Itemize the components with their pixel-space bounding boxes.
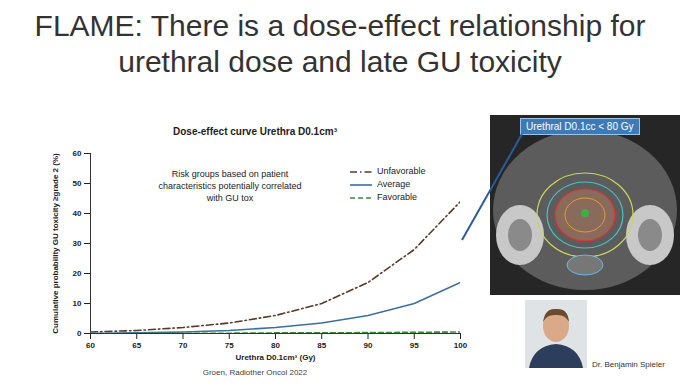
html-text:Urethral D0.1cc < 80 Gy: Urethral D0.1cc < 80 Gy (526, 121, 634, 132)
svg-text:100: 100 (454, 341, 468, 350)
html-text:Groen, Radiother Oncol 2022: Groen, Radiother Oncol 2022 (202, 368, 308, 377)
svg-text:90: 90 (364, 341, 373, 350)
svg-text:85: 85 (317, 341, 326, 350)
html-text:Dr. Benjamin Spieler: Dr. Benjamin Spieler (592, 360, 665, 369)
html-text:FLAME: There is a dose-effect: FLAME: There is a dose-effect relationsh… (34, 9, 646, 78)
svg-text:70: 70 (179, 341, 188, 350)
svg-text:65: 65 (132, 341, 141, 350)
svg-text:60: 60 (86, 341, 95, 350)
svg-text:10: 10 (73, 299, 82, 308)
svg-text:75: 75 (225, 341, 234, 350)
html-text:Favorable: Favorable (377, 192, 417, 202)
html-text:Average: Average (377, 179, 411, 189)
svg-text:0: 0 (77, 329, 82, 338)
svg-text:60: 60 (73, 149, 82, 158)
html-text:Dose-effect curve Urethra D0.1: Dose-effect curve Urethra D0.1cm³ (173, 126, 337, 137)
html-text:Unfavorable: Unfavorable (377, 166, 426, 176)
svg-text:Cumulative probability GU toxi: Cumulative probability GU toxicity ≥grad… (51, 153, 60, 334)
svg-text:30: 30 (73, 239, 82, 248)
svg-text:20: 20 (73, 269, 82, 278)
svg-text:40: 40 (73, 209, 82, 218)
svg-text:Urethra D0.1cm³ (Gy): Urethra D0.1cm³ (Gy) (235, 353, 315, 362)
svg-text:80: 80 (271, 341, 280, 350)
svg-text:95: 95 (410, 341, 419, 350)
svg-text:50: 50 (73, 179, 82, 188)
html-text:Risk groups based on patient c: Risk groups based on patient characteris… (158, 169, 302, 203)
